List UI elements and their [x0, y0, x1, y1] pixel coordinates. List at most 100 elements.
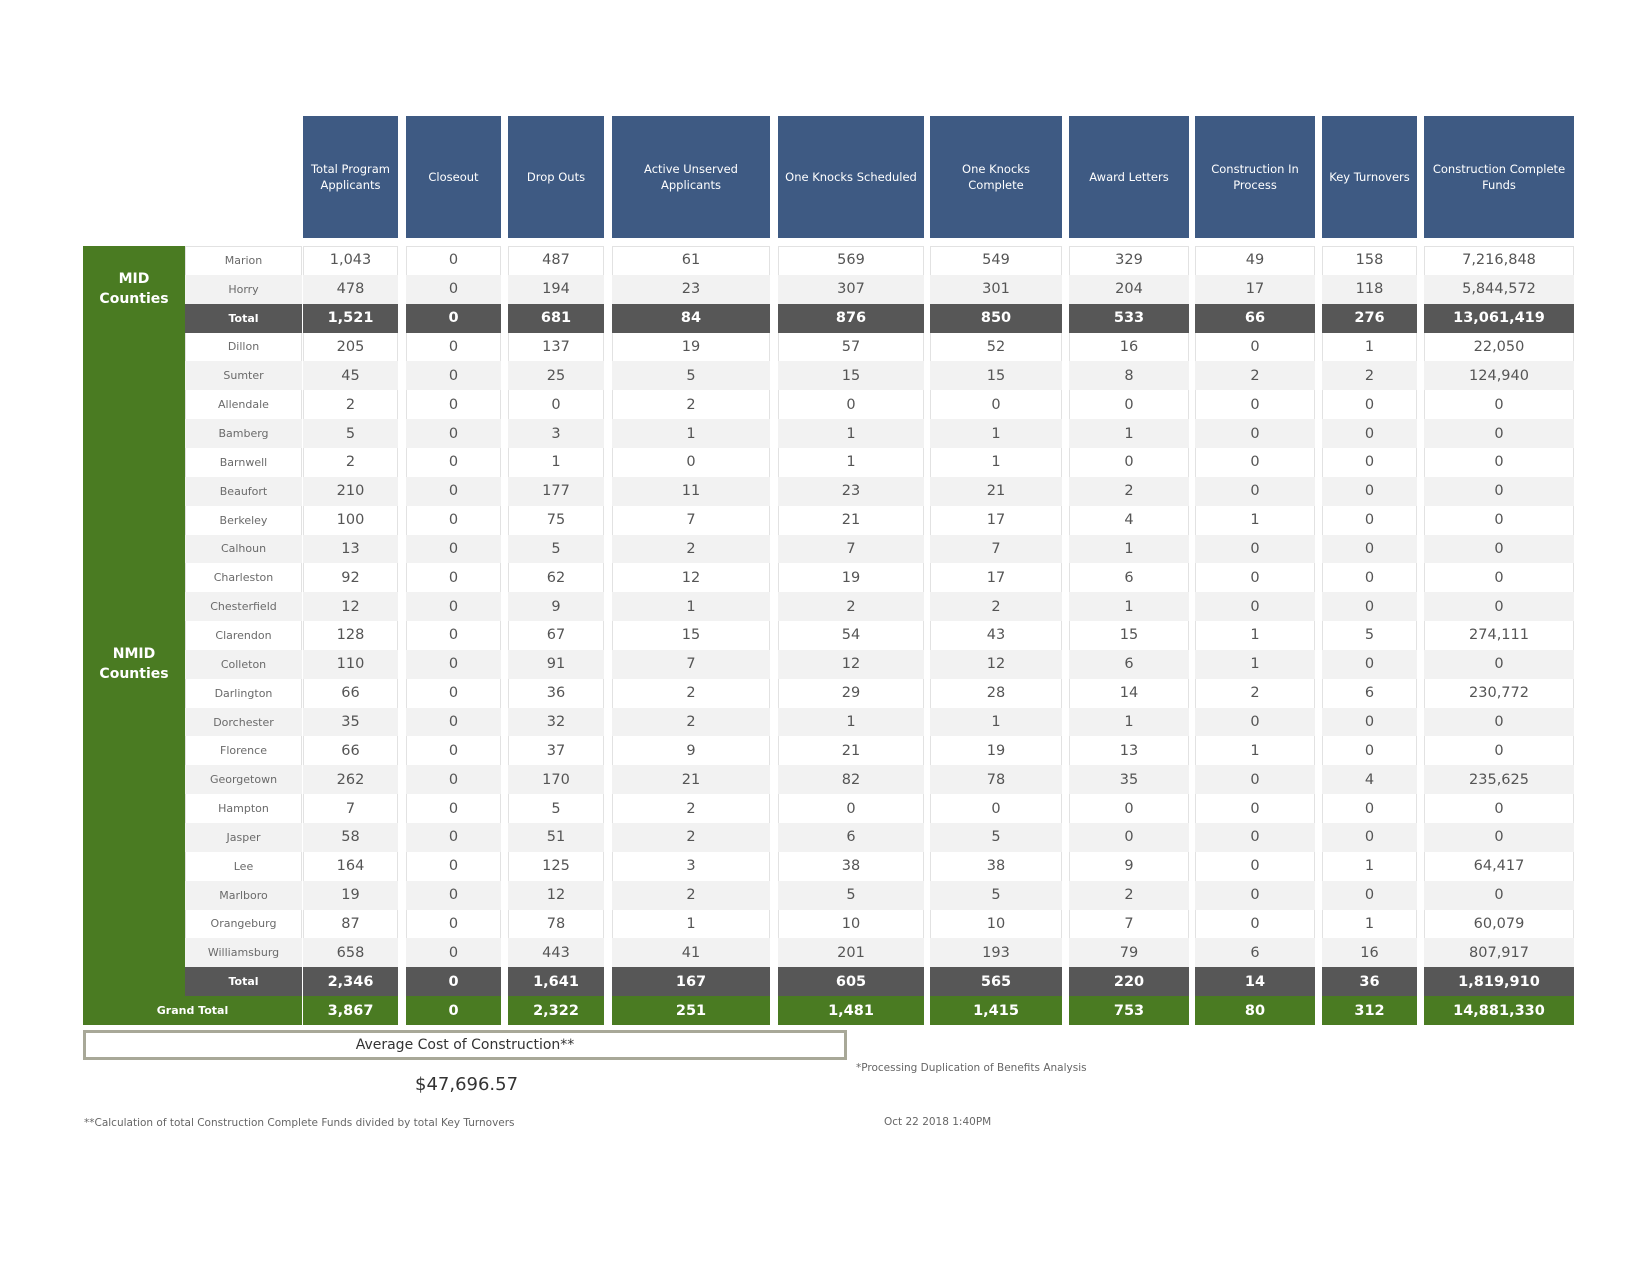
table-cell: 28 — [986, 685, 1006, 702]
table-cell: 164 — [336, 858, 365, 875]
group-total-cell: 36 — [1322, 967, 1417, 997]
county-name: Jasper — [185, 823, 302, 852]
table-cell: 1,043 — [329, 252, 372, 269]
table-cell: 7 — [345, 800, 356, 817]
table-cell: 0 — [551, 396, 561, 413]
table-cell: 75 — [546, 512, 566, 529]
table-cell: 0 — [406, 649, 501, 679]
table-cell: 12 — [681, 569, 701, 586]
table-cell: 0 — [406, 707, 501, 737]
column-header: Construction In Process — [1195, 116, 1315, 238]
county-name: Sumter — [185, 361, 302, 391]
table-cell: 16 — [1322, 938, 1417, 968]
table-cell: 1 — [778, 707, 924, 737]
table-cell: 13 — [1119, 742, 1139, 759]
table-cell: 807,917 — [1424, 938, 1574, 968]
table-cell: 0 — [448, 800, 459, 817]
table-cell: 0 — [406, 274, 501, 304]
column-header: One Knocks Scheduled — [778, 116, 924, 238]
table-cell: 1 — [612, 592, 770, 622]
table-cell: 0 — [1124, 800, 1134, 817]
table-cell: 235,625 — [1424, 765, 1574, 795]
table-cell: 35 — [1069, 765, 1189, 795]
table-cell: 0 — [1322, 649, 1417, 679]
table-cell: 5 — [303, 419, 398, 448]
table-cell: 204 — [1069, 274, 1189, 304]
grand-total-cell: 2,322 — [508, 996, 604, 1025]
group-total-cell: 66 — [1195, 303, 1315, 333]
table-cell: 11 — [612, 476, 770, 506]
table-cell: 5 — [508, 534, 604, 564]
table-cell: 1 — [1195, 649, 1315, 679]
table-cell: 0 — [1069, 823, 1189, 852]
group-total-cell: 565 — [930, 967, 1062, 997]
table-cell: 569 — [837, 252, 865, 269]
table-cell: 0 — [1364, 569, 1375, 586]
table-cell: 7 — [612, 649, 770, 679]
table-cell: 10 — [986, 915, 1006, 932]
county-name: Horry — [185, 274, 302, 304]
group-total-cell: 276 — [1322, 303, 1417, 333]
table-cell: 1 — [1069, 419, 1189, 448]
table-cell: 13 — [303, 534, 398, 564]
grand-total-cell: 1,415 — [930, 996, 1062, 1025]
table-cell: 1 — [930, 419, 1062, 448]
table-cell: 0 — [406, 592, 501, 622]
table-cell: 0 — [1195, 707, 1315, 737]
table-cell: 0 — [1494, 454, 1504, 471]
group-total-cell: 681 — [508, 303, 604, 333]
table-cell: 2 — [1069, 880, 1189, 910]
table-cell: 6 — [1124, 569, 1134, 586]
table-cell: 0 — [448, 858, 459, 875]
table-cell: 2 — [1322, 361, 1417, 391]
table-cell: 0 — [1195, 419, 1315, 448]
table-cell: 0 — [406, 534, 501, 564]
table-cell: 1 — [846, 454, 856, 471]
table-cell: 0 — [1364, 512, 1375, 529]
table-cell: 91 — [508, 649, 604, 679]
table-cell: 0 — [448, 512, 459, 529]
table-cell: 0 — [406, 361, 501, 391]
county-name: Clarendon — [215, 628, 272, 642]
table-cell: 0 — [1322, 419, 1417, 448]
group-total-cell: 220 — [1069, 967, 1189, 997]
table-cell: 0 — [1424, 823, 1574, 852]
table-cell: 1 — [551, 454, 561, 471]
grand-total-cell: 1,481 — [778, 996, 924, 1025]
table-cell: 0 — [406, 938, 501, 968]
grand-total-cell: 3,867 — [303, 996, 398, 1025]
county-name: Marion — [224, 253, 263, 267]
table-cell: 0 — [991, 800, 1001, 817]
county-name: Berkeley — [219, 513, 268, 527]
column-header: Closeout — [406, 116, 501, 238]
table-cell: 21 — [930, 476, 1062, 506]
grand-total-cell: 753 — [1069, 996, 1189, 1025]
table-cell: 1 — [1364, 858, 1375, 875]
table-cell: 15 — [930, 361, 1062, 391]
group-total-cell: 2,346 — [303, 967, 398, 997]
table-cell: 14 — [1119, 685, 1139, 702]
table-cell: 0 — [1424, 534, 1574, 564]
county-name: Bamberg — [185, 419, 302, 448]
table-cell: 7 — [1124, 915, 1134, 932]
county-name: Florence — [220, 744, 267, 758]
table-cell: 67 — [546, 627, 566, 644]
table-cell: 0 — [448, 627, 459, 644]
table-cell: 0 — [1424, 419, 1574, 448]
table-cell: 0 — [448, 338, 459, 355]
column-header: Drop Outs — [508, 116, 604, 238]
table-cell: 110 — [303, 649, 398, 679]
county-name: Chesterfield — [185, 592, 302, 622]
table-cell: 5 — [551, 800, 561, 817]
table-cell: 307 — [778, 274, 924, 304]
table-cell: 443 — [508, 938, 604, 968]
table-cell: 0 — [1494, 569, 1504, 586]
table-cell: 5 — [612, 361, 770, 391]
table-cell: 0 — [1322, 707, 1417, 737]
table-cell: 19 — [681, 338, 701, 355]
table-cell: 45 — [303, 361, 398, 391]
group-total-label: Total — [185, 303, 302, 333]
table-cell: 32 — [508, 707, 604, 737]
table-cell: 0 — [406, 823, 501, 852]
table-cell: 0 — [1250, 800, 1260, 817]
